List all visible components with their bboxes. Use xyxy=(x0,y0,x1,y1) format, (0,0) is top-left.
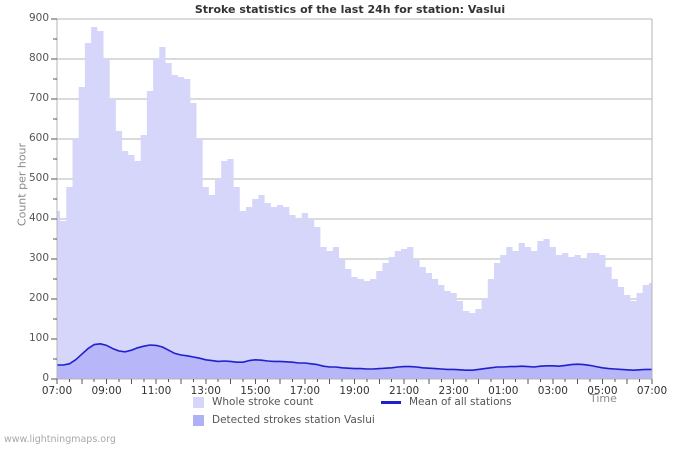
x-tick-label: 05:00 xyxy=(587,385,618,397)
x-tick-label: 11:00 xyxy=(141,385,172,397)
y-tick-label: 900 xyxy=(28,12,49,24)
x-tick-label: 23:00 xyxy=(438,385,469,397)
legend-label: Mean of all stations xyxy=(409,396,512,408)
x-tick-label: 13:00 xyxy=(190,385,221,397)
legend-swatch-icon xyxy=(193,414,204,426)
x-tick-label: 15:00 xyxy=(240,385,271,397)
y-tick-label: 200 xyxy=(28,292,49,304)
x-tick-label: 21:00 xyxy=(388,385,420,397)
y-tick-label: 700 xyxy=(28,92,49,104)
x-tick-label: 19:00 xyxy=(339,385,370,397)
y-tick-label: 600 xyxy=(28,132,49,144)
y-tick-label: 500 xyxy=(28,172,49,184)
y-tick-label: 100 xyxy=(28,332,49,344)
legend-item-whole-stroke-count: Whole stroke count xyxy=(193,396,313,408)
chart-legend: Whole stroke count Detected strokes stat… xyxy=(0,394,700,430)
x-tick-label: 07:00 xyxy=(636,385,668,397)
chart-title: Stroke statistics of the last 24h for st… xyxy=(194,3,506,16)
y-tick-label: 400 xyxy=(28,212,49,224)
footer-url: www.lightningmaps.org xyxy=(4,434,116,445)
y-tick-label: 300 xyxy=(28,252,49,264)
legend-label: Whole stroke count xyxy=(212,396,314,408)
y-tick-label: 0 xyxy=(42,372,49,384)
legend-item-detected-strokes-station: Detected strokes station Vaslui xyxy=(193,414,375,426)
legend-swatch-icon xyxy=(193,396,204,408)
x-axis-title: Time xyxy=(590,392,617,405)
x-tick-label: 09:00 xyxy=(91,385,122,397)
legend-line-icon xyxy=(381,400,401,404)
legend-item-mean-of-all-stations: Mean of all stations xyxy=(381,396,512,408)
y-tick-label: 800 xyxy=(28,52,49,64)
legend-label: Detected strokes station Vaslui xyxy=(212,414,375,426)
x-tick-label: 01:00 xyxy=(488,385,519,397)
x-tick-label: 03:00 xyxy=(537,385,568,397)
x-tick-label: 07:00 xyxy=(41,385,73,397)
x-tick-label: 17:00 xyxy=(289,385,321,397)
